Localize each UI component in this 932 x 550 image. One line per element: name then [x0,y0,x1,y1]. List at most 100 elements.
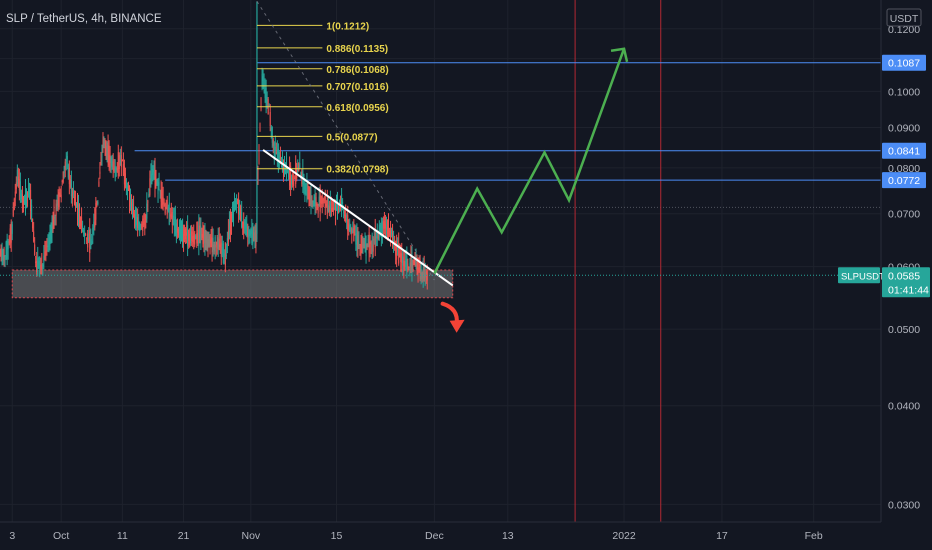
candle-body [377,232,379,239]
candle-body [322,198,324,204]
candle-body [122,164,124,176]
candle-body [356,230,358,250]
candle-body [7,240,9,250]
candle-body [235,200,237,209]
candle-body [415,260,417,262]
candle-body [244,220,246,229]
candle-body [162,197,164,205]
currency-badge[interactable]: USDT [886,8,922,27]
candle-body [85,233,87,236]
candle-body [402,256,404,266]
candle-body [121,159,123,162]
level-price-badge [882,54,926,71]
candle-body [237,199,239,201]
candle-body [337,197,339,216]
candle-body [403,260,405,270]
candle-body [229,211,231,235]
candle-body [406,256,408,271]
candle-body [360,244,362,255]
candle-body [190,226,192,244]
support-zone-rect [11,269,454,299]
candle-body [399,253,401,258]
candle-body [391,228,393,234]
price-tick-label: 0.1000 [888,86,920,98]
candle-body [286,163,288,180]
vertical-markers [574,0,662,522]
candle-body [214,236,216,252]
candle-body [201,233,203,238]
candle-body [140,228,142,230]
candle-body [151,168,153,175]
fib-label: 0.618(0.0956) [326,103,388,114]
grid-lines [0,0,881,522]
candle-body [88,237,90,242]
candle-body [361,239,363,252]
candle-body [105,141,107,156]
candle-body [423,266,425,282]
candle-body [33,231,35,242]
candle-body [56,204,58,210]
candle-body [363,240,365,249]
candle-body [260,97,262,110]
candle-body [204,227,206,251]
candle-body [317,204,319,214]
candle-body [135,208,137,227]
candle-body [224,242,226,266]
candle-body [178,228,180,233]
candle-body [325,204,327,206]
candle-body [370,242,372,245]
candle-body [416,261,418,267]
candle-body [372,244,374,252]
candle-body [197,229,199,244]
candle-body [50,226,52,239]
time-axis[interactable]: 3 Oct 11 21 Nov 15 Dec 13 2022 17 Feb [0,521,881,542]
candle-body [316,203,318,206]
candle-body [259,124,261,131]
candle-body [294,177,296,179]
current-price-badge [882,267,930,298]
candle-body [0,255,1,257]
candle-body [367,238,369,247]
candle-body [250,229,252,234]
candle-body [193,232,195,244]
candle-body [46,245,48,248]
level-price-label: 0.1087 [888,58,920,70]
candle-body [203,231,205,243]
candle-body [15,182,17,190]
candle-body [339,203,341,210]
candle-body [247,226,249,238]
candle-body [63,166,65,174]
candle-body [365,235,367,257]
current-price-label: 0.0585 [888,270,920,282]
candle-body [94,208,96,228]
candle-body [89,229,91,254]
candle-body [42,264,44,267]
time-tick-label: Dec [425,530,444,542]
candle-body [10,222,12,243]
candle-body [45,250,47,252]
candle-body [179,228,181,239]
candle-body [246,224,248,236]
candle-body [132,203,134,217]
candle-body [300,172,302,178]
candle-body [349,224,351,232]
candle-body [21,194,23,206]
candle-body [102,137,104,149]
candle-body [241,212,243,227]
time-tick-label: Nov [241,530,260,542]
candle-body [350,225,352,233]
candle-body [412,261,414,263]
candle-body [134,213,136,220]
candle-body [176,228,178,233]
candle-body [280,157,282,160]
candle-body [373,238,375,241]
candle-body [413,260,415,262]
price-axis[interactable]: 0.03000.04000.05000.06000.07000.08000.09… [0,0,930,522]
candle-body [272,139,274,146]
candle-body [127,190,129,192]
candle-body [206,238,208,242]
candle-body [8,241,10,243]
candle-body [248,228,250,237]
candle-body [90,239,92,250]
